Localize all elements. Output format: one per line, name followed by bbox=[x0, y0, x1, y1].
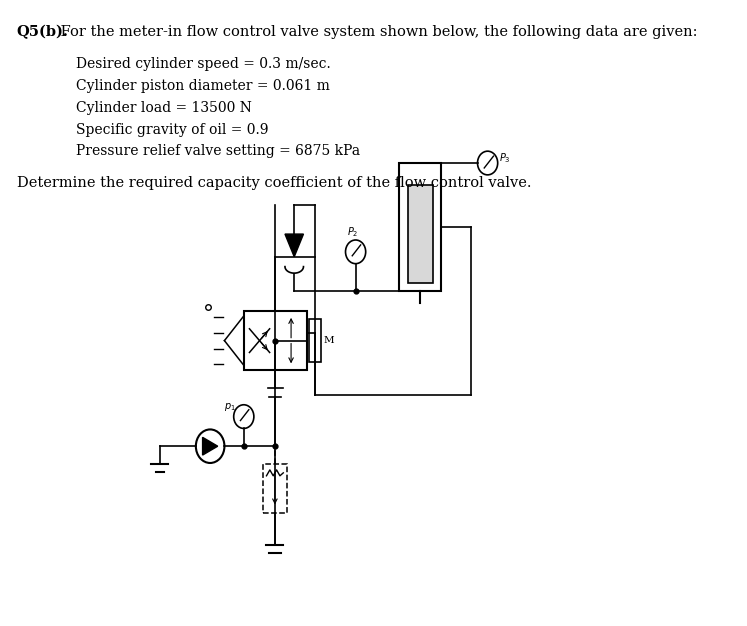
Bar bbox=[309, 319, 321, 362]
Text: Desired cylinder speed = 0.3 m/sec.: Desired cylinder speed = 0.3 m/sec. bbox=[75, 58, 330, 71]
Text: Cylinder load = 13500 N: Cylinder load = 13500 N bbox=[75, 101, 252, 115]
Text: $P_3$: $P_3$ bbox=[498, 151, 510, 165]
Text: $p_1$: $p_1$ bbox=[224, 401, 236, 413]
Circle shape bbox=[346, 240, 366, 264]
Text: M: M bbox=[323, 336, 334, 345]
Bar bbox=[263, 464, 287, 513]
Text: Determine the required capacity coefficient of the flow control valve.: Determine the required capacity coeffici… bbox=[16, 176, 531, 190]
Text: Cylinder piston diameter = 0.061 m: Cylinder piston diameter = 0.061 m bbox=[75, 79, 329, 93]
Circle shape bbox=[477, 151, 498, 175]
Bar bbox=[400, 163, 441, 291]
Circle shape bbox=[196, 429, 224, 463]
Text: Specific gravity of oil = 0.9: Specific gravity of oil = 0.9 bbox=[75, 123, 268, 136]
Polygon shape bbox=[285, 234, 303, 257]
Bar bbox=[244, 311, 307, 370]
Text: Q5(b).: Q5(b). bbox=[16, 25, 69, 39]
Text: For the meter-in flow control valve system shown below, the following data are g: For the meter-in flow control valve syst… bbox=[56, 25, 698, 39]
Text: Pressure relief valve setting = 6875 kPa: Pressure relief valve setting = 6875 kPa bbox=[75, 144, 360, 158]
Bar bbox=[408, 185, 433, 284]
Circle shape bbox=[234, 405, 254, 428]
Polygon shape bbox=[202, 438, 217, 455]
Text: $P_2$: $P_2$ bbox=[347, 225, 359, 239]
